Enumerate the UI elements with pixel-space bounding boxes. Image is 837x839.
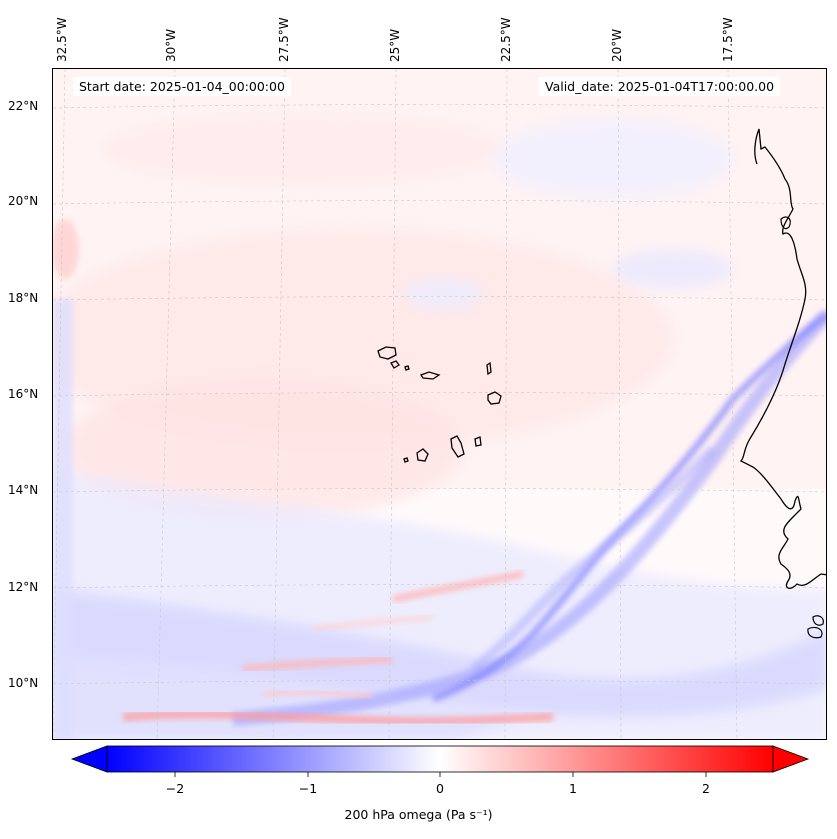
field-blue-patch <box>493 119 733 199</box>
island-santa-luzia <box>404 365 410 371</box>
colorbar-tick-label: 0 <box>436 781 444 796</box>
field-red-streak <box>242 655 394 673</box>
lon-label-32-5w: 32.5°W <box>55 17 69 62</box>
field-red-streak <box>392 570 524 603</box>
island-santiago <box>450 435 465 458</box>
lat-label-22n: 22°N <box>8 99 39 113</box>
field-blue-patch <box>613 249 733 289</box>
colorbar-tick-marks <box>174 772 707 777</box>
field-red-streak <box>122 709 554 727</box>
lon-label-17-5w: 17.5°W <box>721 17 735 62</box>
coast-islet <box>807 626 823 639</box>
island-maio <box>474 436 482 447</box>
island-brava <box>403 457 409 463</box>
colorbar-tick-label: −1 <box>298 781 318 796</box>
field-red-streak <box>262 688 374 700</box>
field-edge-strip <box>53 299 73 739</box>
island-boa-vista <box>487 391 502 405</box>
west-africa-coastline <box>739 128 826 589</box>
coast-islet <box>812 615 824 626</box>
island-fogo <box>416 448 429 462</box>
colorbar-tick-label: 2 <box>702 781 710 796</box>
island-sao-nicolau <box>420 371 441 380</box>
lat-label-18n: 18°N <box>8 291 39 305</box>
colorbar-gradient <box>106 745 774 773</box>
field-pink-patch <box>63 379 463 519</box>
field-jet-streak <box>232 309 826 726</box>
lon-label-25w: 25°W <box>388 28 402 62</box>
field-red-streak <box>312 614 434 632</box>
field-negative-band <box>53 589 826 718</box>
lat-label-12n: 12°N <box>8 580 39 594</box>
cape-verde-islands <box>377 346 502 463</box>
coast-islet <box>780 216 791 230</box>
longitude-gridlines <box>53 69 738 739</box>
field-blue-patch <box>403 278 483 310</box>
start-date-label: Start date: 2025-01-04_00:00:00 <box>73 77 291 96</box>
field-jet-streak-branch <box>469 445 717 673</box>
lat-label-10n: 10°N <box>8 676 39 690</box>
island-sao-vicente <box>390 360 400 369</box>
omega-field-map <box>53 69 826 739</box>
island-sal <box>486 361 492 376</box>
map-panel[interactable] <box>52 68 827 740</box>
lat-label-16n: 16°N <box>8 387 39 401</box>
lon-label-30w: 30°W <box>164 28 178 62</box>
colorbar <box>70 745 810 777</box>
field-pink-patch <box>53 219 79 279</box>
lon-label-22-5w: 22.5°W <box>499 17 513 62</box>
colorbar-label: 200 hPa omega (Pa s⁻¹) <box>344 807 493 822</box>
lon-label-27-5w: 27.5°W <box>277 17 291 62</box>
field-pink-patch <box>103 114 503 184</box>
colorbar-extend-high <box>772 745 810 773</box>
colorbar-tick-label: −2 <box>165 781 185 796</box>
colorbar-tick-label: 1 <box>569 781 577 796</box>
colorbar-extend-low <box>70 745 108 773</box>
valid-date-label: Valid_date: 2025-01-04T17:00:00.00 <box>539 77 781 96</box>
lat-label-14n: 14°N <box>8 483 39 497</box>
lon-label-20w: 20°W <box>610 28 624 62</box>
lat-label-20n: 20°N <box>8 194 39 208</box>
island-santo-antao <box>377 346 397 360</box>
